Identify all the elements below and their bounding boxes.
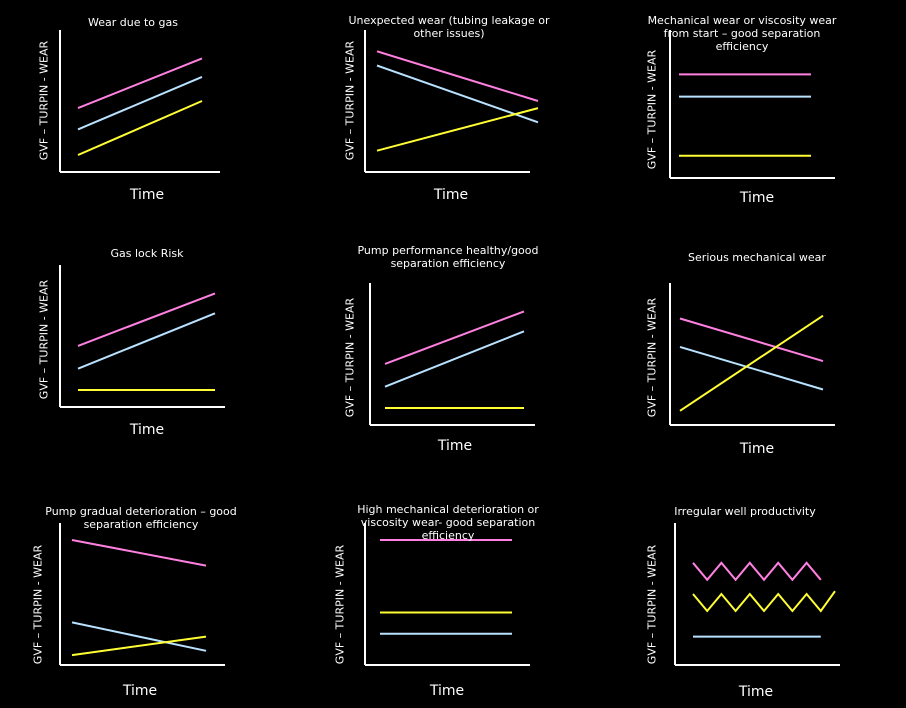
y-axis-label-4: GVF – TURPIN - WEAR: [37, 279, 51, 400]
series-blue-line-7: [71, 621, 207, 652]
x-axis-label-6: Time: [739, 441, 775, 457]
series-blue-line-6: [679, 345, 824, 391]
x-axis-label-2: Time: [433, 187, 469, 203]
series-blue-line-2: [376, 64, 539, 124]
series-yellow-line-7: [71, 635, 207, 657]
series-yellow-line-9: [692, 590, 836, 613]
series-pink-line-1: [77, 57, 203, 110]
series-pink-line-6: [679, 317, 824, 363]
x-axis-label-8: Time: [429, 683, 465, 699]
chart-title-6: Serious mechanical wear: [688, 251, 826, 264]
chart-title-1: Wear due to gas: [88, 16, 178, 29]
y-axis-label-7: GVF – TURPIN - WEAR: [31, 544, 45, 665]
series-blue-line-4: [77, 312, 216, 370]
series-pink-line-9: [692, 561, 822, 582]
x-axis-label-3: Time: [739, 190, 775, 206]
series-yellow-line-2: [376, 107, 539, 152]
x-axis-label-1: Time: [129, 187, 165, 203]
x-axis-label-4: Time: [129, 422, 165, 438]
series-pink-line-7: [71, 539, 207, 567]
x-axis-label-7: Time: [122, 683, 158, 699]
y-axis-label-9: GVF – TURPIN - WEAR: [645, 544, 659, 665]
y-axis-label-1: GVF – TURPIN - WEAR: [37, 40, 51, 161]
y-axis-label-2: GVF – TURPIN - WEAR: [343, 40, 357, 161]
y-axis-label-3: GVF – TURPIN - WEAR: [645, 49, 659, 170]
y-axis-label-8: GVF – TURPIN - WEAR: [333, 544, 347, 665]
series-pink-line-2: [376, 50, 539, 102]
y-axis-label-5: GVF – TURPIN - WEAR: [343, 297, 357, 418]
x-axis-label-9: Time: [738, 684, 774, 700]
series-yellow-line-6: [679, 314, 824, 412]
chart-title-4: Gas lock Risk: [110, 247, 184, 260]
chart-title-8: High mechanical deterioration or viscosi…: [357, 503, 539, 542]
x-axis-label-5: Time: [437, 438, 473, 454]
chart-title-5: Pump performance healthy/good separation…: [357, 244, 539, 270]
chart-title-7: Pump gradual deterioration – good separa…: [45, 505, 237, 531]
series-yellow-line-1: [77, 100, 203, 156]
series-blue-line-1: [77, 75, 203, 131]
series-pink-line-4: [77, 292, 216, 347]
y-axis-label-6: GVF – TURPIN - WEAR: [645, 297, 659, 418]
series-blue-line-5: [384, 330, 525, 388]
chart-title-3: Mechanical wear or viscosity wear from s…: [647, 14, 837, 53]
series-pink-line-5: [384, 310, 525, 365]
chart-title-2: Unexpected wear (tubing leakage or other…: [348, 14, 550, 40]
chart-title-9: Irregular well productivity: [674, 505, 816, 518]
